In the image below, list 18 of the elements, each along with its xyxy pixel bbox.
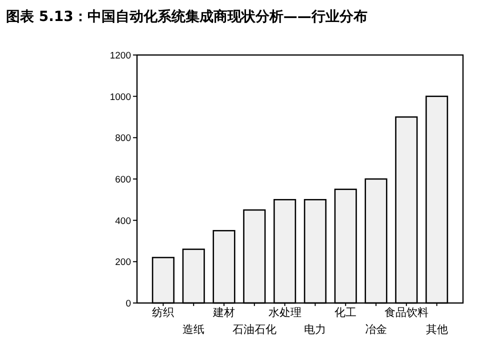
- ytick: 600: [115, 174, 131, 186]
- xtick: 化工: [334, 306, 357, 319]
- ytick: 200: [115, 257, 131, 268]
- xtick: 其他: [426, 323, 448, 336]
- xtick: 冶金: [365, 323, 387, 336]
- xtick: 石油石化: [232, 323, 276, 336]
- xtick: 造纸: [182, 323, 205, 336]
- xtick: 食品饮料: [384, 306, 428, 319]
- ytick: 1000: [110, 92, 131, 103]
- ytick: 400: [115, 216, 131, 227]
- ytick: 800: [115, 133, 131, 144]
- title: 图表 5.13：中国自动化系统集成商现状分析——行业分布: [6, 9, 368, 25]
- xtick: 水处理: [268, 306, 302, 319]
- ytick: 0: [126, 298, 131, 310]
- xtick: 建材: [213, 306, 235, 319]
- ytick: 1200: [110, 50, 131, 62]
- xtick: 电力: [304, 323, 326, 336]
- xtick: 纺织: [152, 306, 174, 319]
